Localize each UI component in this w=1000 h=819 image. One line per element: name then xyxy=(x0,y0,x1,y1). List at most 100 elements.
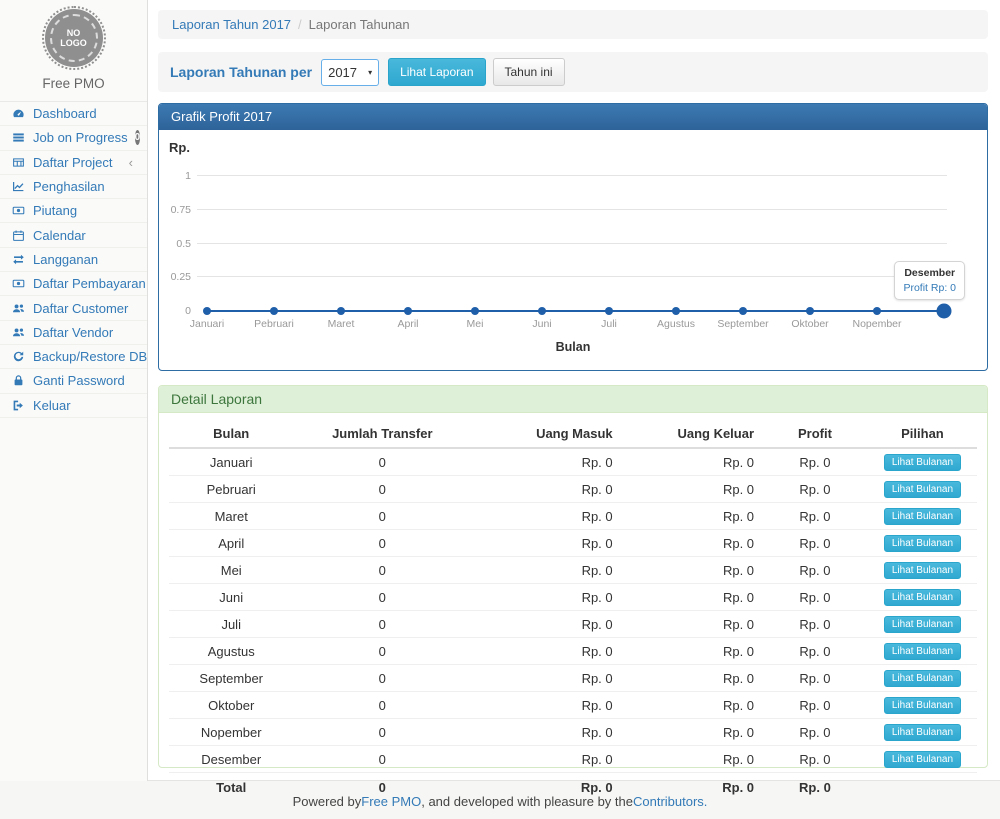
footer: Powered by Free PMO, and developed with … xyxy=(0,781,1000,819)
sidebar-item-daftar-project[interactable]: Daftar Project‹ xyxy=(0,151,147,175)
view-monthly-button[interactable]: Lihat Bulanan xyxy=(884,481,961,498)
this-year-button[interactable]: Tahun ini xyxy=(493,58,565,86)
cell-profit: Rp. 0 xyxy=(762,530,868,557)
sidebar-item-dashboard[interactable]: Dashboard xyxy=(0,102,147,126)
data-point-desember[interactable] xyxy=(937,304,952,319)
data-point-agustus[interactable] xyxy=(672,307,680,315)
cell-uang-masuk: Rp. 0 xyxy=(471,530,620,557)
view-monthly-button[interactable]: Lihat Bulanan xyxy=(884,589,961,606)
x-tick-label: Maret xyxy=(328,318,355,330)
cell-bulan: Juli xyxy=(169,611,293,638)
cell-uang-keluar: Rp. 0 xyxy=(621,448,762,476)
cell-uang-masuk: Rp. 0 xyxy=(471,746,620,773)
data-point-januari[interactable] xyxy=(203,307,211,315)
table-row: September0Rp. 0Rp. 0Rp. 0Lihat Bulanan xyxy=(169,665,977,692)
data-point-maret[interactable] xyxy=(337,307,345,315)
cell-uang-keluar: Rp. 0 xyxy=(621,503,762,530)
brand-name: Free PMO xyxy=(0,76,147,91)
cell-uang-keluar: Rp. 0 xyxy=(621,584,762,611)
view-monthly-button[interactable]: Lihat Bulanan xyxy=(884,670,961,687)
view-monthly-button[interactable]: Lihat Bulanan xyxy=(884,697,961,714)
sidebar-item-label: Piutang xyxy=(33,203,77,218)
view-monthly-button[interactable]: Lihat Bulanan xyxy=(884,562,961,579)
cell-jumlah-transfer: 0 xyxy=(293,448,471,476)
breadcrumb-link[interactable]: Laporan Tahun 2017 xyxy=(172,17,291,32)
sidebar-item-label: Daftar Pembayaran xyxy=(33,276,146,291)
sidebar-item-daftar-customer[interactable]: Daftar Customer xyxy=(0,296,147,320)
footer-text-2: , and developed with pleasure by the xyxy=(421,794,633,819)
view-monthly-button[interactable]: Lihat Bulanan xyxy=(884,751,961,768)
header-row: BulanJumlah TransferUang MasukUang Kelua… xyxy=(169,419,977,448)
sidebar-item-langganan[interactable]: Langganan xyxy=(0,248,147,272)
cell-uang-masuk: Rp. 0 xyxy=(471,448,620,476)
sidebar-item-backup-restore-db[interactable]: Backup/Restore DB xyxy=(0,345,147,369)
cell-pilihan: Lihat Bulanan xyxy=(868,611,977,638)
sidebar-item-piutang[interactable]: Piutang xyxy=(0,199,147,223)
table-row: Mei0Rp. 0Rp. 0Rp. 0Lihat Bulanan xyxy=(169,557,977,584)
exchange-icon xyxy=(11,253,26,266)
view-monthly-button[interactable]: Lihat Bulanan xyxy=(884,643,961,660)
view-monthly-button[interactable]: Lihat Bulanan xyxy=(884,508,961,525)
cell-jumlah-transfer: 0 xyxy=(293,503,471,530)
chart-panel-title: Grafik Profit 2017 xyxy=(159,104,987,130)
y-tick-label: 0.75 xyxy=(163,204,191,216)
sidebar-item-keluar[interactable]: Keluar xyxy=(0,394,147,418)
cell-bulan: Oktober xyxy=(169,692,293,719)
sidebar-item-daftar-pembayaran[interactable]: Daftar Pembayaran xyxy=(0,272,147,296)
cell-uang-masuk: Rp. 0 xyxy=(471,476,620,503)
sidebar: NO LOGO Free PMO DashboardJob on Progres… xyxy=(0,0,148,781)
money-icon xyxy=(11,204,26,217)
data-point-juli[interactable] xyxy=(605,307,613,315)
data-point-mei[interactable] xyxy=(471,307,479,315)
cell-pilihan: Lihat Bulanan xyxy=(868,692,977,719)
table-row: Juli0Rp. 0Rp. 0Rp. 0Lihat Bulanan xyxy=(169,611,977,638)
cell-uang-masuk: Rp. 0 xyxy=(471,611,620,638)
dashboard-icon xyxy=(11,107,26,120)
table-row: Januari0Rp. 0Rp. 0Rp. 0Lihat Bulanan xyxy=(169,448,977,476)
report-table: BulanJumlah TransferUang MasukUang Kelua… xyxy=(169,419,977,802)
sidebar-item-job-on-progress[interactable]: Job on Progress0 xyxy=(0,126,147,150)
cell-pilihan: Lihat Bulanan xyxy=(868,584,977,611)
sidebar-item-calendar[interactable]: Calendar xyxy=(0,223,147,247)
money-icon xyxy=(11,277,26,290)
view-monthly-button[interactable]: Lihat Bulanan xyxy=(884,724,961,741)
table-row: Pebruari0Rp. 0Rp. 0Rp. 0Lihat Bulanan xyxy=(169,476,977,503)
data-point-september[interactable] xyxy=(739,307,747,315)
sidebar-item-daftar-vendor[interactable]: Daftar Vendor xyxy=(0,321,147,345)
breadcrumb-separator: / xyxy=(298,17,302,32)
sidebar-item-penghasilan[interactable]: Penghasilan xyxy=(0,175,147,199)
cell-profit: Rp. 0 xyxy=(762,611,868,638)
cell-profit: Rp. 0 xyxy=(762,448,868,476)
footer-text-1: Powered by xyxy=(293,794,362,819)
table-row: Maret0Rp. 0Rp. 0Rp. 0Lihat Bulanan xyxy=(169,503,977,530)
cell-pilihan: Lihat Bulanan xyxy=(868,638,977,665)
year-select[interactable]: 2017 ▾ xyxy=(321,59,379,86)
column-header: Jumlah Transfer xyxy=(293,419,471,448)
view-report-button[interactable]: Lihat Laporan xyxy=(388,58,485,86)
cell-profit: Rp. 0 xyxy=(762,476,868,503)
cell-uang-keluar: Rp. 0 xyxy=(621,719,762,746)
sidebar-nav: Dashboard Job on Progress0Daftar Project‹… xyxy=(0,102,147,418)
sidebar-item-ganti-password[interactable]: Ganti Password xyxy=(0,369,147,393)
cell-pilihan: Lihat Bulanan xyxy=(868,503,977,530)
year-select-value: 2017 xyxy=(328,65,357,80)
table-row: April0Rp. 0Rp. 0Rp. 0Lihat Bulanan xyxy=(169,530,977,557)
sidebar-item-label: Dashboard xyxy=(33,106,97,121)
view-monthly-button[interactable]: Lihat Bulanan xyxy=(884,535,961,552)
data-point-juni[interactable] xyxy=(538,307,546,315)
view-monthly-button[interactable]: Lihat Bulanan xyxy=(884,454,961,471)
data-point-april[interactable] xyxy=(404,307,412,315)
table-row: Desember0Rp. 0Rp. 0Rp. 0Lihat Bulanan xyxy=(169,746,977,773)
detail-report-panel: Detail Laporan BulanJumlah TransferUang … xyxy=(158,385,988,768)
refresh-icon xyxy=(11,350,26,363)
contributors-link[interactable]: Contributors. xyxy=(633,794,707,819)
users-icon xyxy=(11,326,26,339)
free-pmo-link[interactable]: Free PMO xyxy=(361,794,421,819)
cell-profit: Rp. 0 xyxy=(762,503,868,530)
view-monthly-button[interactable]: Lihat Bulanan xyxy=(884,616,961,633)
data-point-oktober[interactable] xyxy=(806,307,814,315)
caret-down-icon: ▾ xyxy=(368,68,372,77)
y-tick-label: 0 xyxy=(163,305,191,317)
data-point-pebruari[interactable] xyxy=(270,307,278,315)
data-point-nopember[interactable] xyxy=(873,307,881,315)
